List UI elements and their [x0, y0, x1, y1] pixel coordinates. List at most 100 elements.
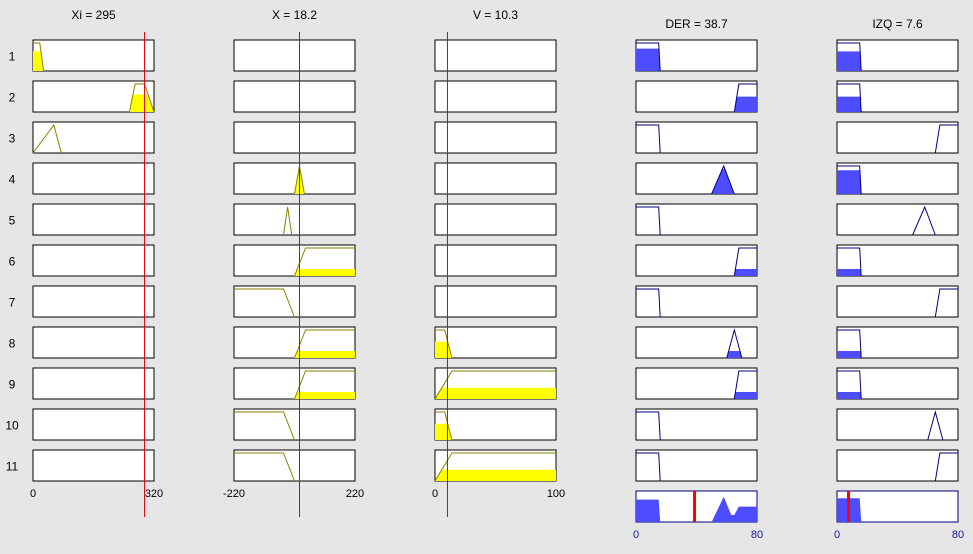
rule-plot[interactable] — [32, 39, 155, 72]
axis-max-label: 320 — [145, 488, 163, 500]
input-title: X = 18.2 — [272, 8, 317, 22]
rule-plot[interactable] — [32, 244, 155, 277]
membership-curve — [733, 247, 757, 277]
rule-plot[interactable] — [434, 39, 557, 72]
rule-plot[interactable] — [233, 449, 356, 482]
rule-plot[interactable] — [233, 162, 356, 195]
fired-area — [837, 170, 862, 194]
rule-plot[interactable] — [32, 449, 155, 482]
fired-area — [837, 392, 862, 399]
rule-plot[interactable] — [32, 121, 155, 154]
rule-plot[interactable] — [233, 408, 356, 441]
fired-area — [837, 96, 862, 112]
fired-area — [294, 392, 355, 399]
rule-plot[interactable] — [434, 80, 557, 113]
membership-curve — [934, 124, 958, 154]
rule-number[interactable]: 6 — [9, 255, 16, 269]
output-column-2: IZQ = 7.6 0 80 — [834, 17, 964, 541]
fired-area — [636, 48, 661, 71]
rule-plot[interactable] — [434, 326, 557, 359]
fired-area — [33, 51, 44, 71]
rule-number[interactable]: 8 — [9, 337, 16, 351]
rule-plot[interactable] — [32, 203, 155, 236]
axis-max-label: 80 — [952, 529, 964, 541]
membership-curve — [636, 411, 661, 441]
axis-min-label: 0 — [834, 529, 840, 541]
membership-curve — [837, 42, 862, 72]
rule-plot[interactable] — [233, 121, 356, 154]
fired-area — [129, 94, 154, 112]
membership-curve — [636, 206, 661, 236]
input-title: V = 10.3 — [473, 8, 518, 22]
rule-plot[interactable] — [635, 121, 758, 154]
fired-area — [734, 392, 757, 399]
rule-plot[interactable] — [233, 203, 356, 236]
rule-plot[interactable] — [434, 285, 557, 318]
rule-plot[interactable] — [836, 408, 959, 441]
rule-plot[interactable] — [233, 285, 356, 318]
rule-plot[interactable] — [635, 449, 758, 482]
axis-min-label: 0 — [633, 529, 639, 541]
membership-curve — [234, 452, 295, 482]
rule-plot[interactable] — [836, 80, 959, 113]
rule-plot[interactable] — [635, 285, 758, 318]
rule-number[interactable]: 2 — [9, 91, 16, 105]
rule-plot[interactable] — [434, 244, 557, 277]
membership-curve — [636, 288, 661, 318]
rule-number[interactable]: 11 — [6, 460, 19, 474]
fired-area — [294, 269, 355, 276]
rule-plot[interactable] — [635, 203, 758, 236]
membership-curve — [636, 42, 661, 72]
membership-curve — [636, 452, 661, 482]
rule-plot[interactable] — [434, 203, 557, 236]
rule-plot[interactable] — [32, 408, 155, 441]
rule-number[interactable]: 3 — [9, 132, 16, 146]
membership-curve — [733, 370, 757, 400]
rule-plot[interactable] — [836, 203, 959, 236]
rule-plot[interactable] — [32, 367, 155, 400]
membership-curve — [726, 328, 743, 359]
rule-plot[interactable] — [32, 162, 155, 195]
rule-number[interactable]: 7 — [9, 296, 16, 310]
output-title: DER = 38.7 — [665, 17, 728, 31]
membership-curve — [128, 83, 155, 113]
membership-curve — [435, 329, 453, 359]
rule-plot[interactable] — [434, 162, 557, 195]
rule-number[interactable]: 1 — [9, 50, 16, 64]
input-column-3: V = 10.3 0 100 — [432, 8, 565, 517]
rule-number[interactable]: 5 — [9, 214, 16, 228]
output-column-1: DER = 38.7 0 80 — [633, 17, 763, 541]
aggregate-area — [636, 496, 757, 522]
membership-curve — [33, 42, 45, 72]
membership-curve — [234, 288, 295, 318]
axis-max-label: 220 — [346, 488, 364, 500]
rule-number[interactable]: 10 — [5, 419, 19, 433]
membership-curve — [837, 247, 862, 277]
membership-curve — [837, 329, 862, 359]
rule-number[interactable]: 4 — [9, 173, 16, 187]
fired-area — [734, 96, 757, 112]
fired-area — [726, 351, 742, 358]
rule-plot[interactable] — [635, 408, 758, 441]
membership-curve — [434, 452, 556, 482]
membership-curve — [294, 247, 355, 277]
rule-plot[interactable] — [32, 285, 155, 318]
rule-plot[interactable] — [233, 39, 356, 72]
axis-max-label: 80 — [751, 529, 763, 541]
membership-curve — [934, 452, 958, 482]
membership-curve — [837, 83, 862, 113]
fired-area — [837, 351, 862, 358]
rule-plot[interactable] — [635, 162, 758, 195]
fired-area — [734, 269, 757, 276]
fired-area — [837, 51, 862, 71]
rule-plot[interactable] — [32, 326, 155, 359]
axis-max-label: 100 — [547, 488, 565, 500]
input-column-2: X = 18.2 -220 220 — [223, 8, 364, 517]
rule-plot[interactable] — [434, 408, 557, 441]
rule-number[interactable]: 9 — [9, 378, 16, 392]
rule-plot[interactable] — [434, 121, 557, 154]
membership-curve — [283, 206, 293, 236]
membership-curve — [912, 205, 936, 236]
rule-plot[interactable] — [233, 80, 356, 113]
